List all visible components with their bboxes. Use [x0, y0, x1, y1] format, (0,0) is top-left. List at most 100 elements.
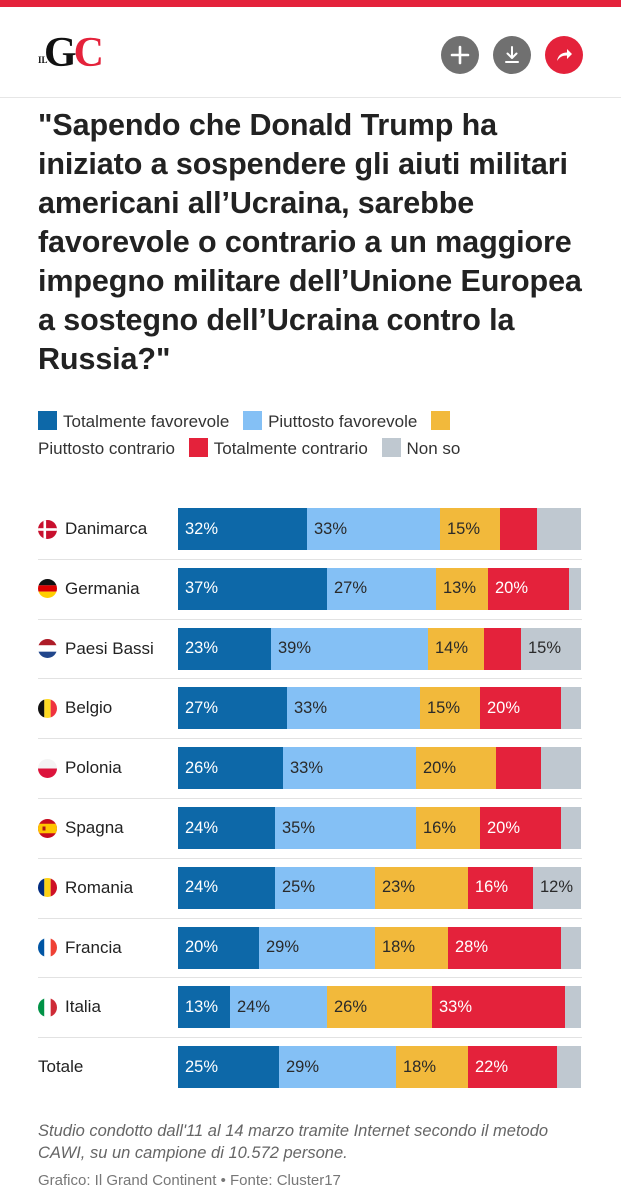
- data-label: 39%: [278, 639, 312, 658]
- bar-segment: 27%: [178, 687, 287, 730]
- data-label: 23%: [185, 639, 219, 658]
- data-label: 33%: [314, 519, 348, 538]
- row-divider: [38, 678, 582, 680]
- legend-label: Piuttosto contrario: [38, 439, 176, 458]
- bar-segment: 13%: [178, 986, 230, 1029]
- plus-icon: [450, 45, 470, 65]
- data-label: 23%: [382, 878, 416, 897]
- logo-g: G: [44, 30, 77, 76]
- data-label: 28%: [455, 938, 489, 957]
- bar-segment: 29%: [259, 926, 375, 969]
- bar-segment: [496, 747, 541, 790]
- bar-segment: 29%: [279, 1046, 396, 1089]
- bar-segment: 33%: [432, 986, 565, 1029]
- data-label: 14%: [435, 639, 469, 658]
- category-label: Romania: [65, 877, 134, 897]
- bar-segment: 37%: [178, 567, 327, 610]
- bar-segment: 18%: [375, 926, 448, 969]
- data-label: 13%: [185, 997, 219, 1016]
- logo-c: C: [73, 30, 104, 76]
- data-label: 22%: [475, 1057, 509, 1076]
- data-label: 15%: [427, 698, 461, 717]
- bar-segment: 33%: [287, 687, 420, 730]
- bar-segment: 20%: [480, 807, 561, 849]
- bar-segment: 33%: [283, 747, 416, 790]
- download-icon: [505, 46, 519, 63]
- flag-icon: [38, 579, 57, 599]
- legend-swatch: [38, 411, 57, 430]
- bar-segment: 15%: [521, 627, 581, 670]
- bar-segment: 15%: [420, 687, 480, 730]
- row-label: Francia: [38, 927, 122, 969]
- bar-segment: [561, 926, 581, 969]
- row-label: Spagna: [38, 807, 124, 849]
- legend-item: Non so: [381, 438, 461, 458]
- legend-swatch: [188, 438, 208, 457]
- data-label: 35%: [282, 818, 316, 837]
- row-divider: [38, 738, 582, 740]
- bar-segment: 15%: [440, 508, 500, 550]
- row-divider: [38, 618, 582, 620]
- flag-icon: [38, 997, 57, 1017]
- data-label: 33%: [439, 997, 473, 1016]
- bar-segment: 24%: [178, 807, 275, 849]
- share-button[interactable]: [545, 36, 583, 74]
- logo-il: IL: [38, 55, 48, 65]
- data-label: 26%: [185, 758, 219, 777]
- data-label: 13%: [443, 579, 477, 598]
- bar-segment: [537, 508, 581, 550]
- legend-swatch: [431, 411, 451, 430]
- data-label: 29%: [286, 1057, 320, 1076]
- data-label: 15%: [528, 639, 562, 658]
- data-label: 24%: [185, 878, 219, 897]
- category-label: Italia: [65, 997, 101, 1017]
- data-label: 24%: [185, 818, 219, 837]
- bar-segment: [500, 508, 537, 550]
- legend-item: Totalmente contrario: [188, 438, 368, 458]
- data-label: 33%: [290, 758, 324, 777]
- row-label: Belgio: [38, 687, 112, 729]
- data-label: 16%: [423, 818, 457, 837]
- category-label: Belgio: [65, 698, 113, 718]
- category-label: Spagna: [65, 818, 124, 837]
- legend-label: Piuttosto favorevole: [268, 412, 418, 431]
- row-divider: [38, 558, 582, 560]
- flag-icon: [38, 698, 57, 718]
- bar-segment: 14%: [428, 627, 484, 670]
- logo[interactable]: IL GC: [38, 29, 108, 79]
- legend-label: Non so: [406, 439, 461, 458]
- add-button[interactable]: [441, 36, 479, 74]
- row-label: Polonia: [38, 747, 122, 789]
- bar-segment: 20%: [178, 926, 259, 969]
- bar-segment: [569, 567, 581, 610]
- stacked-bar-chart: Danimarca 32% 33% 15% Germania 37% 27% 13% 20% Pa…: [0, 500, 621, 1100]
- bar-segment: 20%: [488, 567, 569, 610]
- category-label: Francia: [65, 937, 122, 957]
- category-label: Totale: [38, 1057, 84, 1077]
- download-button[interactable]: [493, 36, 531, 74]
- bar-segment: 28%: [448, 926, 561, 969]
- data-label: 32%: [185, 519, 219, 538]
- data-label: 20%: [185, 938, 219, 957]
- data-label: 18%: [382, 938, 416, 957]
- bar-segment: 25%: [178, 1046, 279, 1089]
- row-label: Romania: [38, 867, 133, 909]
- legend-swatch: [243, 411, 263, 430]
- bar-segment: 33%: [307, 508, 440, 550]
- data-label: 25%: [185, 1057, 219, 1076]
- row-label: Italia: [38, 986, 101, 1028]
- category-label: Germania: [65, 578, 140, 598]
- header: IL GC: [0, 7, 621, 98]
- category-label: Paesi Bassi: [65, 638, 154, 658]
- bar-segment: [561, 687, 581, 730]
- data-label: 18%: [403, 1057, 437, 1076]
- bar-segment: 27%: [327, 567, 436, 610]
- data-label: 20%: [487, 698, 521, 717]
- share-arrow-icon: [557, 49, 572, 61]
- bar-segment: 16%: [468, 866, 533, 909]
- row-divider: [38, 1037, 582, 1039]
- data-label: 26%: [334, 997, 368, 1016]
- data-label: 20%: [423, 758, 457, 777]
- bar-segment: 22%: [468, 1046, 557, 1089]
- bar-segment: 20%: [480, 687, 561, 730]
